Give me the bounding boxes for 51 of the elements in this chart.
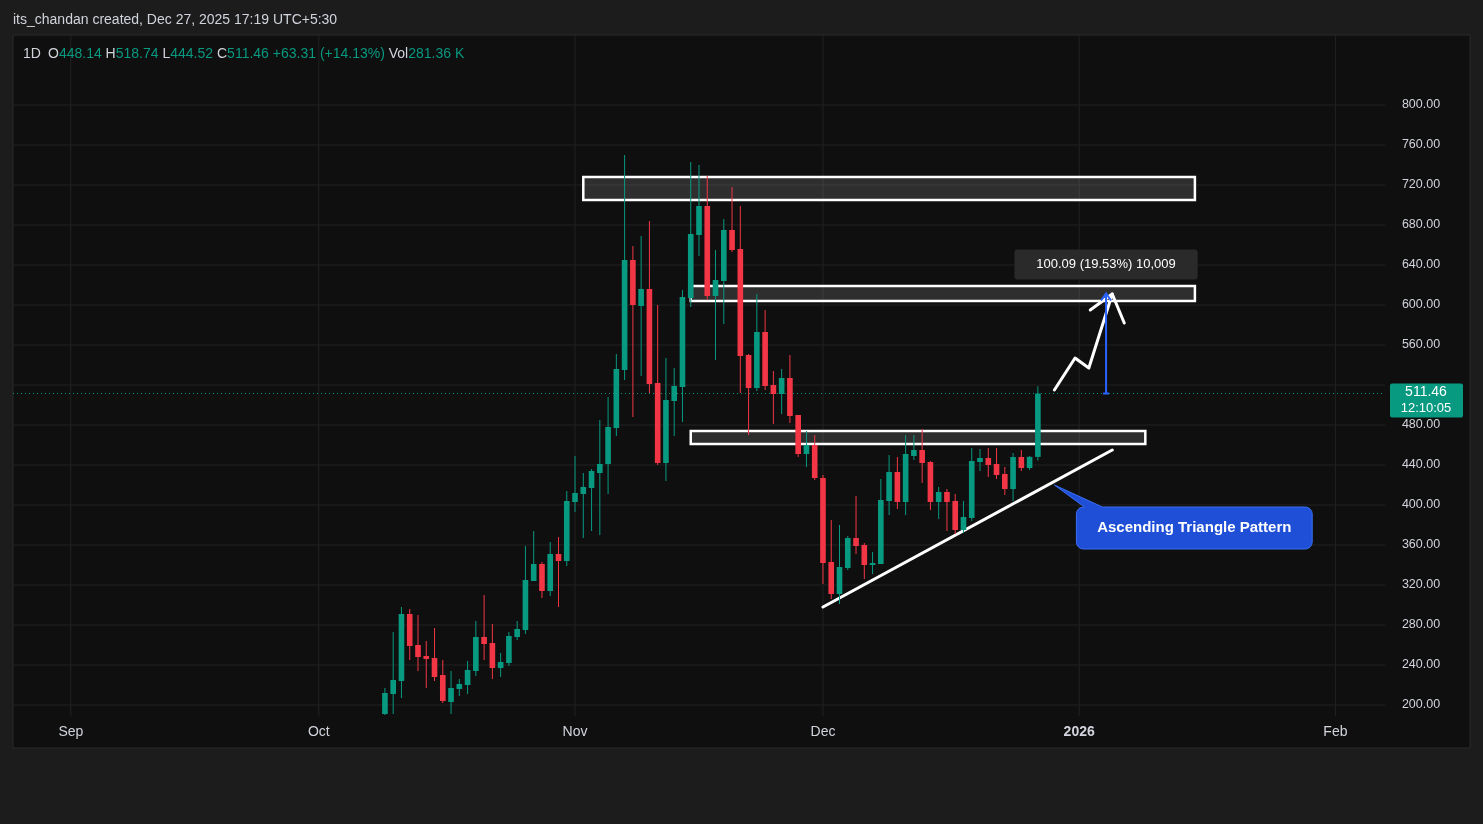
- y-tick-label: 440.00: [1401, 457, 1441, 472]
- candlestick: [415, 614, 421, 672]
- x-tick-label: 2026: [1063, 722, 1095, 739]
- candlestick: [1002, 466, 1008, 496]
- y-tick-label: 800.00: [1401, 97, 1441, 112]
- candlestick: [514, 620, 520, 641]
- y-tick-label: 680.00: [1401, 217, 1441, 232]
- candlestick: [944, 488, 950, 532]
- candlestick: [638, 235, 644, 377]
- y-tick-label: 480.00: [1401, 417, 1441, 432]
- candlestick: [919, 428, 925, 484]
- candlestick: [580, 472, 587, 539]
- text: 1D: [23, 44, 41, 61]
- ref-line-label: 511.46: [1405, 383, 1448, 400]
- candlestick: [530, 530, 537, 582]
- candlestick: [555, 536, 562, 608]
- candlestick: [423, 640, 430, 689]
- y-tick-label: 720.00: [1401, 177, 1441, 192]
- y-tick-label: 240.00: [1401, 657, 1441, 672]
- x-tick-label: Oct: [307, 722, 330, 739]
- candlestick: [572, 455, 578, 513]
- x-tick-label: Feb: [1323, 722, 1348, 739]
- y-tick-label: 400.00: [1401, 497, 1441, 512]
- text: its_chandan created, Dec 27, 2025 17:19 UTC+5:30: [13, 10, 338, 27]
- y-tick-label: 600.00: [1401, 297, 1441, 312]
- candlestick: [869, 551, 876, 575]
- y-tick-label: 560.00: [1401, 337, 1441, 352]
- y-tick-label: 760.00: [1401, 137, 1441, 152]
- candlestick: [911, 434, 917, 461]
- y-tick-label: 320.00: [1401, 577, 1441, 592]
- x-tick-label: Dec: [810, 722, 836, 739]
- candlestick: [729, 186, 735, 253]
- y-tick-label: 640.00: [1401, 257, 1441, 272]
- x-tick-label: Sep: [58, 722, 84, 739]
- candlestick: [853, 495, 859, 555]
- candlestick: [448, 670, 454, 715]
- y-tick-label: 280.00: [1401, 617, 1441, 632]
- x-tick-label: Nov: [562, 722, 588, 739]
- candlestick: [481, 594, 487, 661]
- candlestick: [861, 542, 868, 580]
- candlestick: [977, 448, 983, 472]
- y-tick-label: 200.00: [1401, 697, 1441, 712]
- candlestick: [597, 419, 603, 536]
- text: O448.14 H518.74 L444.52 C511.46 +63.31 (+14.13%) Vol281.36 K: [48, 44, 465, 61]
- y-tick-label: 360.00: [1401, 537, 1441, 552]
- candlestick: [985, 447, 992, 478]
- text: 12:10:05: [1400, 399, 1452, 415]
- candlestick: [382, 687, 388, 716]
- candlestick: [390, 631, 396, 715]
- annotation: Ascending Triangle Pattern: [1097, 517, 1292, 535]
- annotation: 100.09 (19.53%) 10,009: [1036, 255, 1176, 271]
